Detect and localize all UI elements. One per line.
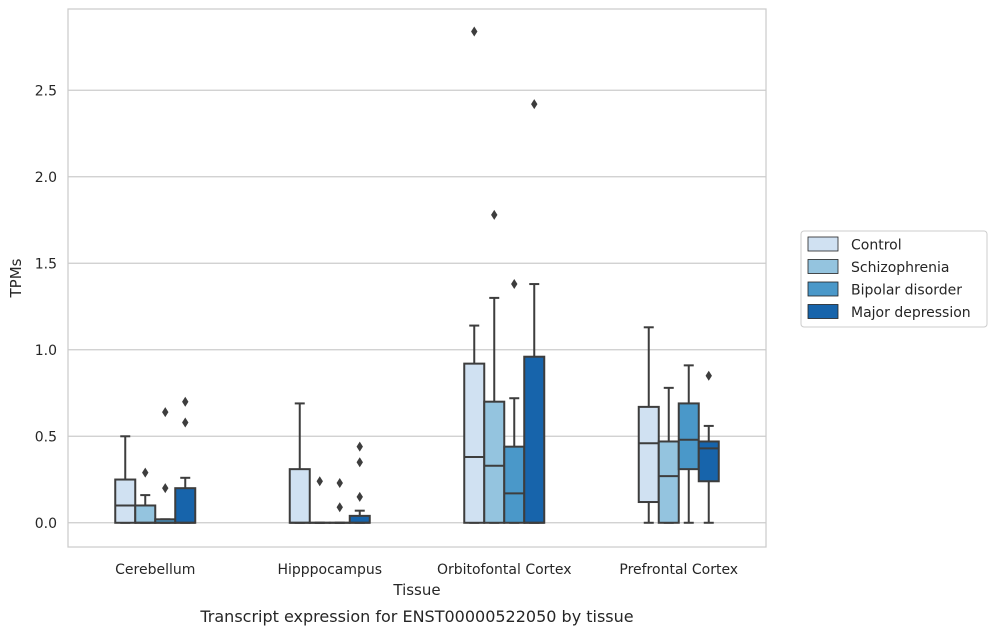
y-axis-label: TPMs: [7, 258, 25, 298]
y-tick-label: 2.0: [35, 170, 57, 186]
y-tick-label: 0.0: [35, 516, 57, 532]
legend-label: Control: [851, 238, 902, 254]
box-iqr: [290, 469, 310, 523]
box-iqr: [679, 403, 699, 469]
x-tick-label: Hipppocampus: [277, 562, 382, 578]
y-tick-label: 1.5: [35, 256, 57, 272]
box-iqr: [504, 447, 524, 523]
x-axis-ticks: Cerebellum Hipppocampus Orbitofontal Corte…: [115, 562, 738, 578]
box-iqr: [135, 505, 155, 522]
legend: Control Schizophrenia Bipolar disorder Majo…: [801, 231, 987, 327]
y-tick-label: 1.0: [35, 343, 57, 359]
box-iqr: [175, 488, 195, 523]
legend-swatch: [808, 305, 838, 319]
legend-label: Schizophrenia: [851, 260, 949, 276]
box-iqr: [659, 441, 679, 522]
y-tick-label: 2.5: [35, 83, 57, 99]
y-tick-label: 0.5: [35, 429, 57, 445]
y-axis-ticks: 0.0 0.5 1.0 1.5 2.0 2.5: [35, 83, 57, 531]
legend-label: Bipolar disorder: [851, 283, 962, 299]
legend-swatch: [808, 237, 838, 251]
box-iqr: [524, 357, 544, 523]
legend-label: Major depression: [851, 305, 971, 321]
x-tick-label: Orbitofontal Cortex: [437, 562, 572, 578]
box-iqr: [639, 407, 659, 502]
box-iqr: [350, 516, 370, 523]
x-axis-label: Tissue: [392, 581, 440, 599]
x-tick-label: Cerebellum: [115, 562, 195, 578]
x-tick-label: Prefrontal Cortex: [619, 562, 738, 578]
legend-swatch: [808, 282, 838, 296]
legend-swatch: [808, 260, 838, 274]
box-iqr: [115, 480, 135, 523]
box-iqr: [484, 402, 504, 523]
chart-title: Transcript expression for ENST0000052205…: [199, 607, 633, 626]
box-iqr: [464, 364, 484, 523]
